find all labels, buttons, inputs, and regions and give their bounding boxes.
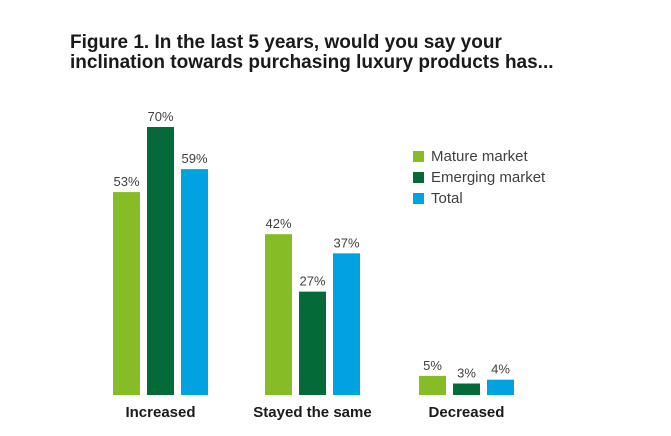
chart-title: Figure 1. In the last 5 years, would you… <box>70 33 630 73</box>
data-label-stayed-the-same-mature-market: 42% <box>265 216 291 231</box>
bar-increased-emerging-market <box>147 127 174 395</box>
bar-decreased-emerging-market <box>453 383 480 395</box>
legend-label-emerging-market: Emerging market <box>431 169 546 186</box>
legend-item-mature-market: Mature market <box>413 146 545 167</box>
legend-swatch-total <box>413 193 424 204</box>
bar-increased-mature-market <box>113 192 140 395</box>
bar-stayed-the-same-total <box>333 253 360 395</box>
category-label-increased: Increased <box>125 404 195 421</box>
category-label-decreased: Decreased <box>429 404 505 421</box>
chart-title-line-2: inclination towards purchasing luxury pr… <box>70 52 554 73</box>
data-label-decreased-total: 4% <box>491 362 510 377</box>
legend-item-total: Total <box>413 188 545 209</box>
legend-label-total: Total <box>431 190 463 207</box>
chart-title-line-1: Figure 1. In the last 5 years, would you… <box>70 32 502 53</box>
bar-increased-total <box>181 169 208 395</box>
data-label-increased-total: 59% <box>181 151 207 166</box>
data-label-decreased-emerging-market: 3% <box>457 366 476 381</box>
category-label-stayed-the-same: Stayed the same <box>253 404 371 421</box>
bar-stayed-the-same-emerging-market <box>299 291 326 395</box>
legend-swatch-emerging-market <box>413 172 424 183</box>
bar-stayed-the-same-mature-market <box>265 234 292 395</box>
legend-item-emerging-market: Emerging market <box>413 167 545 188</box>
bar-decreased-total <box>487 379 514 395</box>
data-label-stayed-the-same-emerging-market: 27% <box>299 274 325 289</box>
data-label-stayed-the-same-total: 37% <box>333 235 359 250</box>
legend-swatch-mature-market <box>413 151 424 162</box>
data-label-decreased-mature-market: 5% <box>423 358 442 373</box>
legend-label-mature-market: Mature market <box>431 148 528 165</box>
data-label-increased-emerging-market: 70% <box>147 109 173 124</box>
chart-legend: Mature market Emerging market Total <box>413 146 545 209</box>
bar-decreased-mature-market <box>419 375 446 395</box>
data-label-increased-mature-market: 53% <box>113 174 139 189</box>
